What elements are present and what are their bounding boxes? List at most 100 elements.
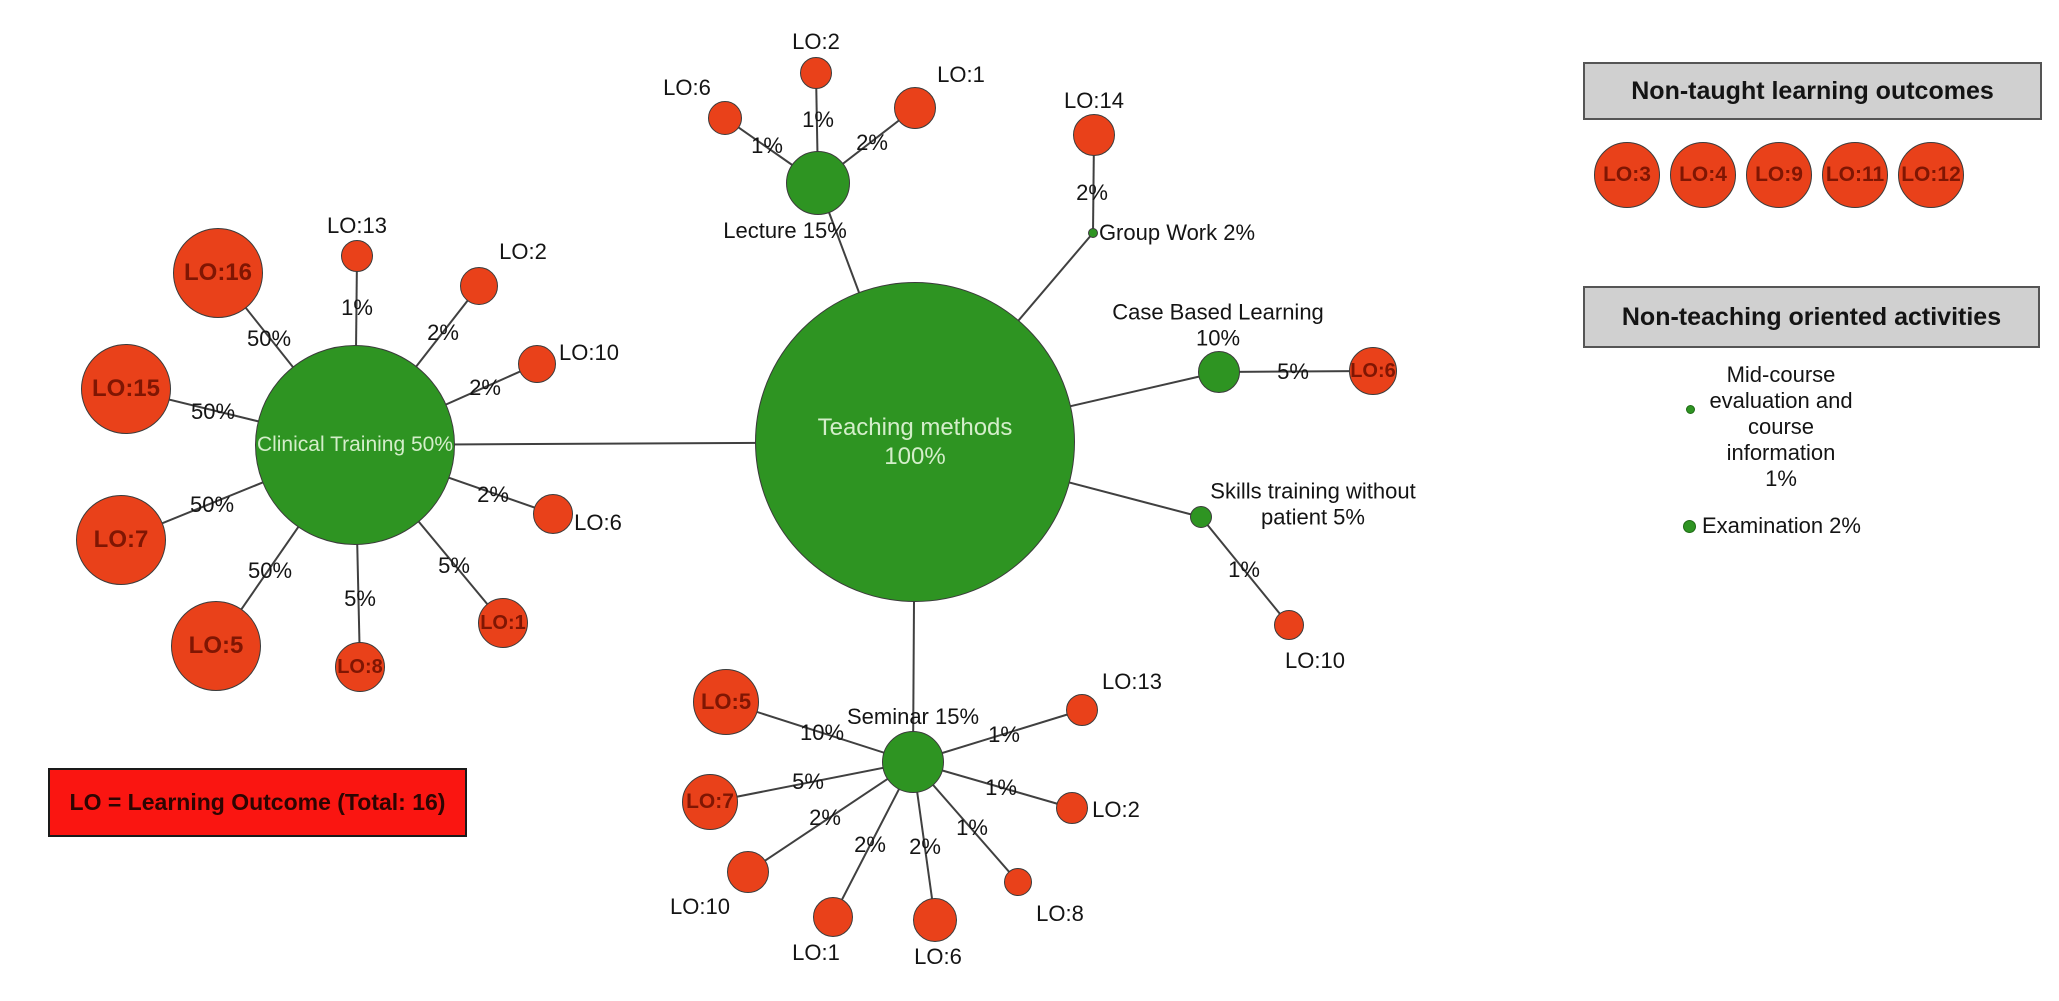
node-text: LO:1 xyxy=(480,611,526,634)
node-seminar-lo1 xyxy=(813,897,853,937)
node-text: Clinical Training 50% xyxy=(256,433,454,457)
node-name-label-skills-lo10: LO:10 xyxy=(1285,647,1345,673)
non-taught-lo-lo9: LO:9 xyxy=(1746,142,1812,208)
edge-line xyxy=(1200,516,1290,626)
node-text: LO:15 xyxy=(91,375,160,403)
edge-percentage-label: 50% xyxy=(246,325,292,351)
non-taught-header: Non-taught learning outcomes xyxy=(1583,62,2042,120)
edge-percentage-label: 10% xyxy=(799,719,845,745)
node-seminar-lo6 xyxy=(913,898,957,942)
node-name-label-seminar-lo1: LO:1 xyxy=(792,939,840,965)
edge-percentage-label: 1% xyxy=(985,774,1017,800)
node-clinical-lo7: LO:7 xyxy=(76,495,166,585)
legend-box: LO = Learning Outcome (Total: 16) xyxy=(48,768,467,837)
examination-dot-icon xyxy=(1683,520,1696,533)
node-skills-training xyxy=(1190,506,1212,528)
edge-percentage-label: 2% xyxy=(477,481,509,507)
node-text: LO:7 xyxy=(93,526,149,554)
edge-percentage-label: 50% xyxy=(190,398,236,424)
non-taught-lo-lo12: LO:12 xyxy=(1898,142,1964,208)
node-seminar-lo10 xyxy=(727,851,769,893)
node-name-label-clinical-lo10: LO:10 xyxy=(559,339,619,365)
node-name-label-group-work: Group Work 2% xyxy=(1098,219,1256,245)
non-teaching-header: Non-teaching oriented activities xyxy=(1583,286,2040,348)
node-name-label-seminar-lo6: LO:6 xyxy=(914,943,962,969)
non-taught-lo-lo11: LO:11 xyxy=(1822,142,1888,208)
node-clinical-lo13 xyxy=(341,240,373,272)
node-clinical-lo16: LO:16 xyxy=(173,228,263,318)
node-name-label-case-based-learning: Case Based Learning 10% xyxy=(1112,299,1324,351)
edge-percentage-label: 5% xyxy=(438,552,470,578)
edge-percentage-label: 2% xyxy=(909,833,941,859)
non-taught-lo-lo3: LO:3 xyxy=(1594,142,1660,208)
node-name-label-groupwork-lo14: LO:14 xyxy=(1064,87,1124,113)
midcourse-dot-icon xyxy=(1686,405,1695,414)
non-taught-lo-list: LO:3 LO:4 LO:9 LO:11 LO:12 xyxy=(1594,142,1964,208)
node-clinical-lo8: LO:8 xyxy=(335,642,385,692)
node-cbl-lo6: LO:6 xyxy=(1349,347,1397,395)
node-name-label-seminar: Seminar 15% xyxy=(846,703,980,729)
node-clinical-lo6 xyxy=(533,494,573,534)
edge-percentage-label: 2% xyxy=(1076,179,1108,205)
legend-text: LO = Learning Outcome (Total: 16) xyxy=(69,789,446,815)
node-text: LO:6 xyxy=(1350,359,1396,382)
node-text: Teaching methods 100% xyxy=(817,413,1013,470)
non-taught-lo-lo4: LO:4 xyxy=(1670,142,1736,208)
node-lecture-lo2 xyxy=(800,57,832,89)
node-name-label-lecture-lo2: LO:2 xyxy=(792,28,840,54)
edge-percentage-label: 2% xyxy=(854,831,886,857)
edge-line xyxy=(747,761,914,873)
node-case-based-learning xyxy=(1198,351,1240,393)
node-name-label-clinical-lo2: LO:2 xyxy=(499,238,547,264)
node-name-label-lecture-lo6: LO:6 xyxy=(663,74,711,100)
node-name-label-seminar-lo13: LO:13 xyxy=(1102,668,1162,694)
node-name-label-lecture-lo1: LO:1 xyxy=(937,61,985,87)
edge-percentage-label: 1% xyxy=(341,294,373,320)
edge-percentage-label: 50% xyxy=(189,491,235,517)
node-seminar-lo7: LO:7 xyxy=(682,774,738,830)
node-seminar xyxy=(882,731,944,793)
activity-examination-label: Examination 2% xyxy=(1702,513,1861,538)
edge-percentage-label: 2% xyxy=(469,374,501,400)
node-name-label-clinical-lo13: LO:13 xyxy=(327,212,387,238)
node-seminar-lo13 xyxy=(1066,694,1098,726)
edge-percentage-label: 1% xyxy=(988,721,1020,747)
edge-percentage-label: 1% xyxy=(751,132,783,158)
node-seminar-lo2 xyxy=(1056,792,1088,824)
activity-midcourse-label: Mid-course evaluation and course informa… xyxy=(1709,362,1853,491)
node-name-label-seminar-lo8: LO:8 xyxy=(1036,900,1084,926)
node-teaching-methods: Teaching methods 100% xyxy=(755,282,1075,602)
node-seminar-lo8 xyxy=(1004,868,1032,896)
node-name-label-lecture: Lecture 15% xyxy=(723,217,847,243)
edge-percentage-label: 1% xyxy=(1228,556,1260,582)
node-skills-lo10 xyxy=(1274,610,1304,640)
node-clinical-training: Clinical Training 50% xyxy=(255,345,455,545)
edge-percentage-label: 2% xyxy=(427,319,459,345)
node-groupwork-lo14 xyxy=(1073,114,1115,156)
node-text: LO:5 xyxy=(700,688,752,714)
node-text: LO:5 xyxy=(188,632,244,660)
edge-percentage-label: 1% xyxy=(956,814,988,840)
node-group-work xyxy=(1088,228,1098,238)
node-clinical-lo10 xyxy=(518,345,556,383)
node-clinical-lo5: LO:5 xyxy=(171,601,261,691)
node-name-label-clinical-lo6: LO:6 xyxy=(574,509,622,535)
node-lecture-lo6 xyxy=(708,101,742,135)
edge-percentage-label: 2% xyxy=(809,804,841,830)
edge-percentage-label: 50% xyxy=(247,557,293,583)
node-lecture-lo1 xyxy=(894,87,936,129)
node-clinical-lo2 xyxy=(460,267,498,305)
node-seminar-lo5: LO:5 xyxy=(693,669,759,735)
node-text: LO:7 xyxy=(686,790,734,814)
node-text: LO:8 xyxy=(337,655,383,678)
node-text: LO:16 xyxy=(183,259,252,287)
edge-percentage-label: 5% xyxy=(792,768,824,794)
node-name-label-seminar-lo10: LO:10 xyxy=(670,893,730,919)
node-name-label-seminar-lo2: LO:2 xyxy=(1092,796,1140,822)
node-clinical-lo15: LO:15 xyxy=(81,344,171,434)
edge-line xyxy=(1218,370,1374,373)
edge-percentage-label: 1% xyxy=(802,106,834,132)
edge-percentage-label: 5% xyxy=(1277,358,1309,384)
